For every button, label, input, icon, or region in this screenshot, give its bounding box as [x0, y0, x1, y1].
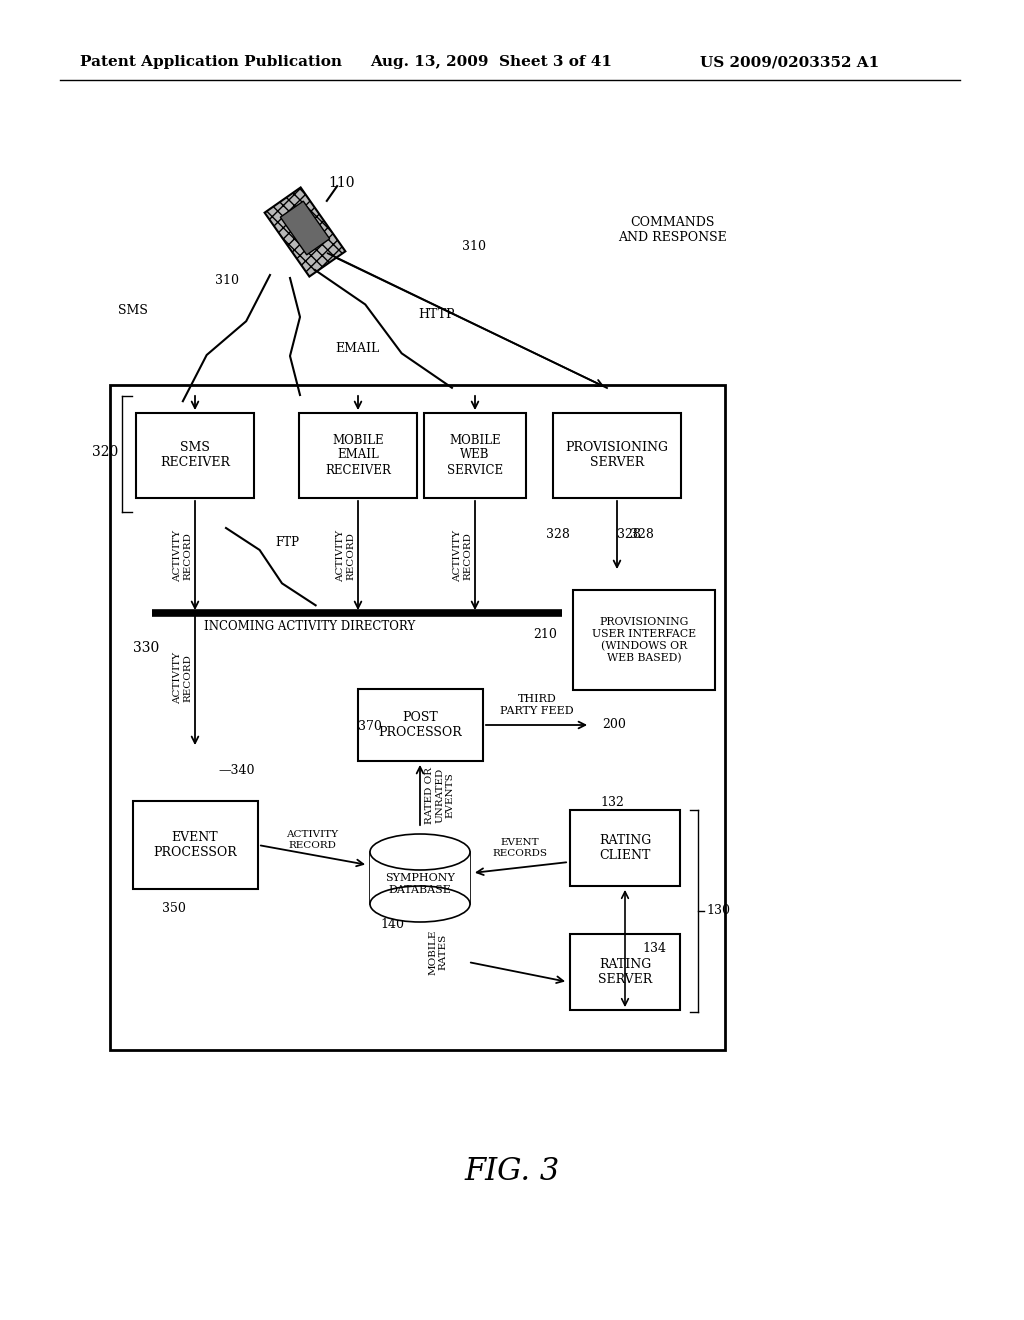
Text: PROVISIONING
SERVER: PROVISIONING SERVER	[565, 441, 669, 469]
FancyBboxPatch shape	[357, 689, 482, 762]
FancyBboxPatch shape	[553, 412, 681, 498]
Text: RATED OR
UNRATED
EVENTS: RATED OR UNRATED EVENTS	[425, 767, 455, 824]
FancyBboxPatch shape	[424, 412, 526, 498]
Text: ACTIVITY
RECORD: ACTIVITY RECORD	[173, 529, 193, 582]
Text: US 2009/0203352 A1: US 2009/0203352 A1	[700, 55, 880, 69]
Polygon shape	[264, 187, 345, 277]
Bar	[110, 385, 725, 1049]
Text: 200: 200	[602, 718, 626, 731]
Text: EVENT
RECORDS: EVENT RECORDS	[493, 838, 548, 858]
Text: SMS: SMS	[118, 304, 148, 317]
Text: MOBILE
WEB
SERVICE: MOBILE WEB SERVICE	[446, 433, 503, 477]
Text: ACTIVITY
RECORD: ACTIVITY RECORD	[286, 830, 338, 850]
Text: PROVISIONING
USER INTERFACE
(WINDOWS OR
WEB BASED): PROVISIONING USER INTERFACE (WINDOWS OR …	[592, 618, 696, 663]
Text: SMS
RECEIVER: SMS RECEIVER	[160, 441, 230, 469]
FancyBboxPatch shape	[299, 412, 417, 498]
Text: 320: 320	[92, 445, 118, 459]
Text: 370: 370	[358, 721, 382, 734]
FancyBboxPatch shape	[570, 810, 680, 886]
Text: —340: —340	[218, 763, 255, 776]
Text: THIRD
PARTY FEED: THIRD PARTY FEED	[500, 694, 573, 715]
Text: 310: 310	[215, 273, 239, 286]
Text: 132: 132	[600, 796, 624, 808]
Text: 328: 328	[546, 528, 570, 541]
Text: FIG. 3: FIG. 3	[464, 1156, 560, 1188]
Text: HTTP: HTTP	[418, 309, 455, 322]
Text: MOBILE
RATES: MOBILE RATES	[428, 929, 447, 974]
Text: 350: 350	[162, 902, 186, 915]
Text: 328: 328	[617, 528, 641, 541]
Text: 130: 130	[706, 904, 730, 917]
FancyBboxPatch shape	[132, 801, 257, 888]
Text: 210: 210	[534, 628, 557, 642]
Text: RATING
SERVER: RATING SERVER	[598, 958, 652, 986]
Text: 110: 110	[328, 176, 354, 190]
FancyBboxPatch shape	[570, 935, 680, 1010]
Text: FTP: FTP	[275, 536, 299, 549]
Text: INCOMING ACTIVITY DIRECTORY: INCOMING ACTIVITY DIRECTORY	[205, 620, 416, 634]
Text: EVENT
PROCESSOR: EVENT PROCESSOR	[154, 832, 237, 859]
Text: EMAIL: EMAIL	[335, 342, 379, 355]
Text: 328: 328	[630, 528, 654, 541]
Ellipse shape	[370, 886, 470, 921]
Text: MOBILE
EMAIL
RECEIVER: MOBILE EMAIL RECEIVER	[325, 433, 391, 477]
FancyBboxPatch shape	[136, 412, 254, 498]
Ellipse shape	[370, 834, 470, 870]
Text: 310: 310	[462, 239, 486, 252]
FancyBboxPatch shape	[573, 590, 715, 690]
Text: RATING
CLIENT: RATING CLIENT	[599, 834, 651, 862]
Text: Patent Application Publication: Patent Application Publication	[80, 55, 342, 69]
Text: ACTIVITY
RECORD: ACTIVITY RECORD	[454, 529, 473, 582]
Text: 330: 330	[133, 642, 160, 655]
Text: POST
PROCESSOR: POST PROCESSOR	[378, 711, 462, 739]
Text: 140: 140	[380, 919, 404, 932]
Text: 134: 134	[642, 941, 666, 954]
Bar	[370, 851, 470, 904]
Polygon shape	[281, 201, 330, 255]
Text: ACTIVITY
RECORD: ACTIVITY RECORD	[173, 652, 193, 704]
Text: COMMANDS
AND RESPONSE: COMMANDS AND RESPONSE	[617, 216, 726, 244]
Text: ACTIVITY
RECORD: ACTIVITY RECORD	[336, 529, 355, 582]
Text: Aug. 13, 2009  Sheet 3 of 41: Aug. 13, 2009 Sheet 3 of 41	[370, 55, 612, 69]
Text: SYMPHONY
DATABASE: SYMPHONY DATABASE	[385, 874, 455, 895]
